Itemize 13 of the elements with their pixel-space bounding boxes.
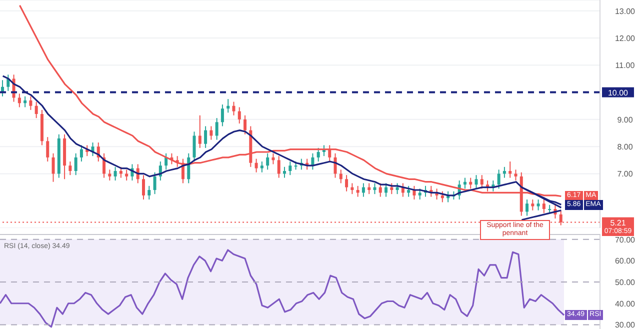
y-tick-label: 7.00: [617, 170, 634, 179]
y-tick-label: 11.00: [615, 61, 636, 70]
y-tick-label: 70.00: [614, 235, 636, 244]
ref-line-label: 5.21: [610, 218, 626, 228]
y-tick-label: 50.00: [614, 278, 636, 288]
y-tick-label: 60.00: [614, 256, 636, 266]
y-tick-label: 40.00: [614, 299, 636, 308]
y-tick-label: 12.00: [614, 34, 636, 43]
y-tick-label: 30.00: [614, 320, 636, 329]
ref-line-label: 10.00: [608, 88, 629, 98]
y-tick-label: 13.00: [614, 6, 636, 16]
y-tick-label: 9.00: [617, 115, 634, 124]
y-tick-label: 8.00: [617, 142, 634, 152]
